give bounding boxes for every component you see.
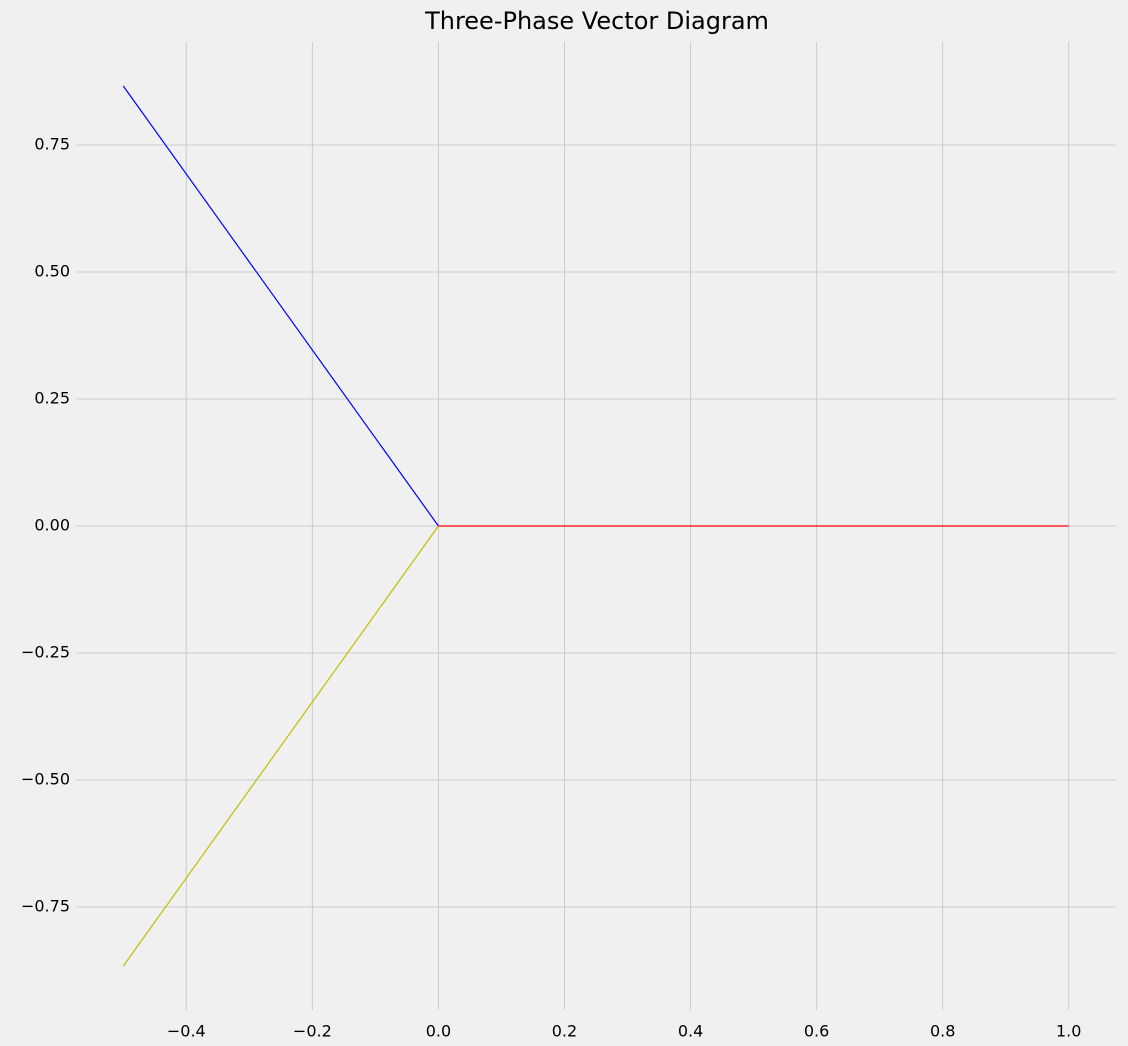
x-tick-label: −0.4 [167, 1022, 206, 1041]
x-tick-label: −0.2 [293, 1022, 332, 1041]
x-tick-label: 0.6 [804, 1022, 829, 1041]
line [122, 85, 439, 527]
y-tick-label: 0.50 [34, 261, 70, 280]
x-tick-label: 0.8 [930, 1022, 955, 1041]
y-tick-label: −0.50 [21, 770, 70, 789]
line [122, 525, 439, 967]
y-tick-label: 0.75 [34, 134, 70, 153]
y-tick-label: 0.00 [34, 516, 70, 535]
y-tick-label: 0.25 [34, 388, 70, 407]
y-tick-label: −0.25 [21, 643, 70, 662]
chart-title: Three-Phase Vector Diagram [424, 7, 769, 35]
x-tick-label: 0.2 [552, 1022, 577, 1041]
y-tick-label: −0.75 [21, 897, 70, 916]
x-tick-label: 1.0 [1056, 1022, 1081, 1041]
x-tick-label: 0.4 [678, 1022, 703, 1041]
x-tick-label: 0.0 [426, 1022, 451, 1041]
